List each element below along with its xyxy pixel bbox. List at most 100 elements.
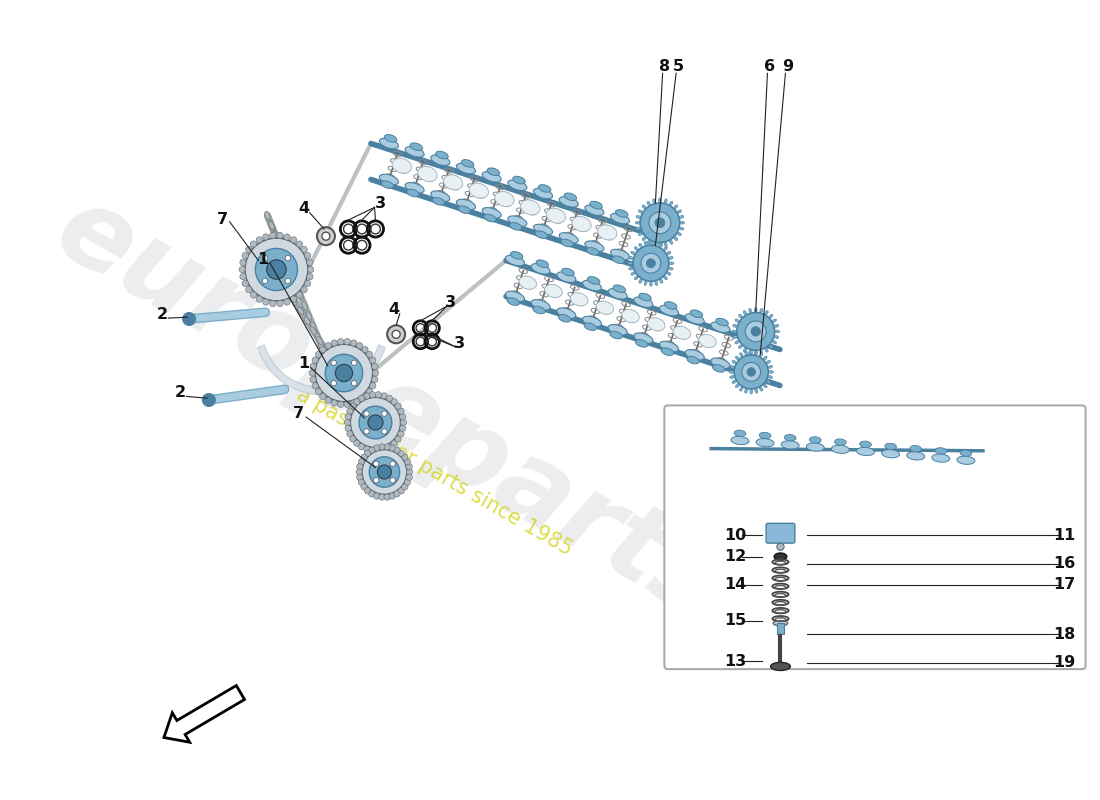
Circle shape [301, 286, 307, 293]
FancyBboxPatch shape [664, 406, 1086, 669]
Ellipse shape [650, 240, 652, 245]
Circle shape [640, 203, 680, 242]
Ellipse shape [764, 310, 768, 314]
Circle shape [256, 296, 263, 302]
Circle shape [712, 467, 717, 474]
Circle shape [702, 470, 708, 477]
Ellipse shape [636, 227, 640, 230]
Ellipse shape [774, 324, 779, 327]
Ellipse shape [860, 441, 871, 447]
Ellipse shape [660, 279, 663, 283]
Ellipse shape [329, 357, 336, 364]
Circle shape [262, 278, 267, 284]
Ellipse shape [304, 317, 310, 325]
Text: 15: 15 [724, 613, 747, 628]
Ellipse shape [669, 267, 673, 270]
Ellipse shape [270, 222, 275, 231]
Ellipse shape [769, 314, 773, 318]
Ellipse shape [458, 206, 471, 214]
Circle shape [675, 442, 682, 448]
Circle shape [284, 234, 290, 240]
Ellipse shape [482, 207, 502, 218]
Ellipse shape [739, 353, 742, 357]
Ellipse shape [768, 376, 772, 378]
Ellipse shape [431, 191, 450, 202]
Ellipse shape [767, 360, 770, 364]
Ellipse shape [539, 185, 551, 192]
Ellipse shape [650, 282, 652, 286]
Circle shape [674, 446, 681, 453]
Ellipse shape [764, 348, 768, 352]
Circle shape [290, 237, 297, 243]
Circle shape [364, 487, 371, 494]
Ellipse shape [767, 380, 770, 383]
Circle shape [351, 400, 356, 406]
Circle shape [378, 444, 385, 450]
Ellipse shape [386, 479, 390, 488]
Ellipse shape [366, 443, 371, 452]
Circle shape [351, 381, 356, 386]
Circle shape [350, 436, 356, 442]
Ellipse shape [711, 358, 730, 369]
Ellipse shape [647, 201, 650, 206]
Ellipse shape [613, 256, 625, 263]
Circle shape [399, 414, 406, 420]
Ellipse shape [531, 299, 550, 310]
Ellipse shape [744, 348, 747, 352]
Ellipse shape [760, 350, 762, 354]
Circle shape [362, 394, 369, 399]
Ellipse shape [456, 199, 475, 210]
Circle shape [364, 450, 371, 457]
Ellipse shape [769, 345, 773, 349]
Ellipse shape [324, 352, 330, 360]
Ellipse shape [487, 168, 499, 175]
Text: 17: 17 [1053, 577, 1075, 592]
Ellipse shape [735, 319, 739, 322]
Circle shape [372, 376, 378, 382]
Circle shape [316, 388, 321, 394]
Circle shape [351, 340, 356, 346]
Circle shape [707, 439, 713, 445]
Ellipse shape [585, 205, 604, 215]
Circle shape [676, 456, 683, 462]
Ellipse shape [664, 242, 668, 246]
Ellipse shape [382, 437, 387, 445]
Circle shape [377, 465, 392, 479]
Ellipse shape [645, 241, 647, 246]
Ellipse shape [559, 233, 579, 243]
Ellipse shape [732, 360, 736, 364]
Ellipse shape [292, 297, 297, 306]
Ellipse shape [597, 225, 617, 240]
Text: 12: 12 [724, 549, 747, 564]
Ellipse shape [621, 310, 639, 322]
Ellipse shape [733, 335, 737, 338]
Circle shape [256, 237, 263, 243]
Ellipse shape [736, 356, 739, 360]
Ellipse shape [302, 302, 308, 310]
Circle shape [398, 430, 404, 437]
Ellipse shape [407, 189, 419, 197]
Circle shape [359, 479, 364, 486]
Ellipse shape [534, 188, 552, 199]
Circle shape [390, 398, 397, 405]
Circle shape [307, 274, 314, 280]
Ellipse shape [745, 389, 748, 394]
Circle shape [406, 464, 412, 470]
Ellipse shape [686, 356, 700, 364]
Ellipse shape [495, 191, 514, 206]
Ellipse shape [670, 262, 674, 265]
Ellipse shape [744, 310, 747, 314]
Text: 10: 10 [724, 527, 747, 542]
Circle shape [389, 493, 395, 499]
Ellipse shape [282, 246, 286, 255]
Ellipse shape [642, 205, 646, 209]
Ellipse shape [716, 318, 728, 326]
Text: 9: 9 [782, 59, 793, 74]
Ellipse shape [772, 319, 777, 322]
Text: 6: 6 [763, 59, 774, 74]
Circle shape [296, 241, 303, 247]
Ellipse shape [361, 406, 367, 414]
Ellipse shape [652, 242, 656, 246]
Ellipse shape [583, 316, 602, 326]
Ellipse shape [635, 276, 638, 280]
